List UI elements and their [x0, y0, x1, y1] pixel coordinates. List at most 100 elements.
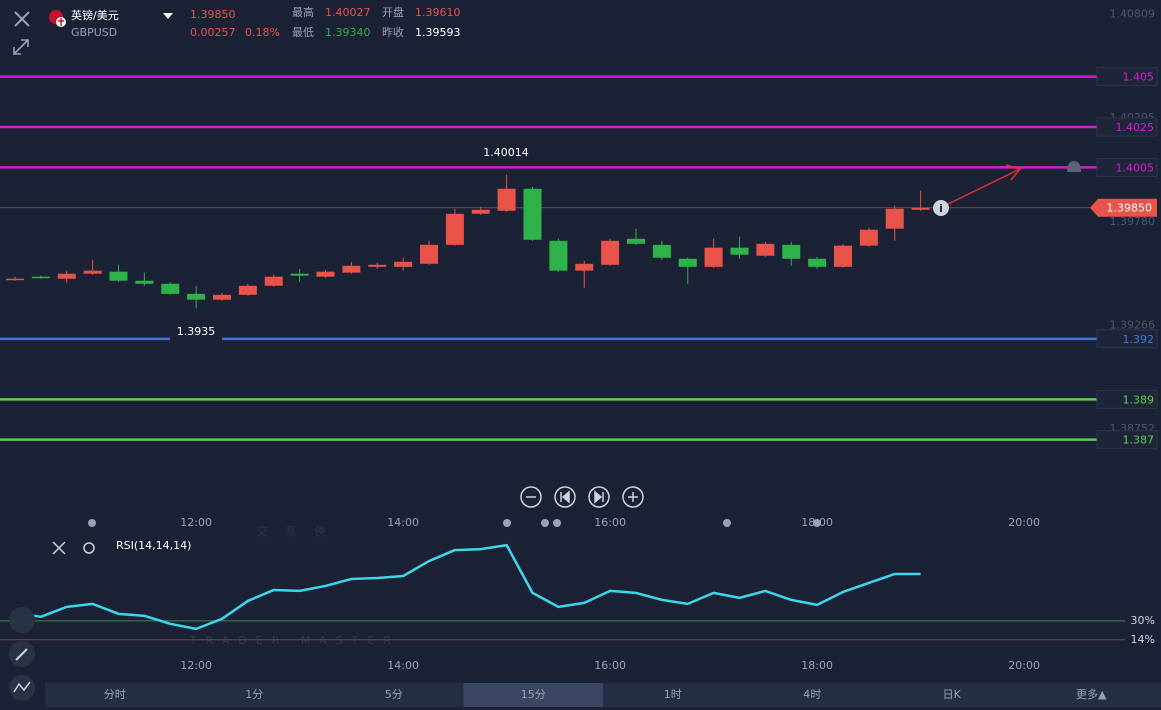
tabs: 分时 1分 5分 15分 1时 4时 日K 更多▲ [104, 683, 1107, 707]
candle-body [83, 270, 102, 274]
zoom-in[interactable] [622, 486, 644, 508]
x-tick-label: 20:00 [1008, 516, 1040, 529]
x-tick-label: 12:00 [180, 659, 212, 672]
x-tick-label: 20:00 [1008, 659, 1040, 672]
tab[interactable]: 1时 [664, 688, 682, 701]
candle-body [187, 293, 206, 300]
step-back[interactable] [554, 486, 576, 508]
level-label: 1.389 [1123, 393, 1155, 406]
candle-body [57, 273, 76, 279]
candle-body [808, 258, 827, 267]
event-dots [88, 519, 821, 527]
tab[interactable]: 4时 [803, 688, 821, 701]
prev-label: 昨收 [382, 25, 404, 39]
candle-body [109, 271, 128, 281]
close-button[interactable] [10, 7, 34, 31]
candle-body [523, 188, 542, 240]
last-price-box [1090, 198, 1157, 217]
candle-body [575, 263, 594, 271]
open-label: 开盘 [382, 5, 404, 19]
candle-body [497, 188, 516, 211]
level-label: 1.392 [1123, 333, 1155, 346]
rsi-tick-label: 14% [1131, 633, 1155, 646]
candle-body [290, 273, 309, 276]
candle-body [911, 207, 930, 210]
left-toolbar [9, 607, 35, 701]
candle-body [859, 229, 878, 246]
pair-dropdown[interactable] [163, 13, 173, 19]
tab-selected [463, 683, 603, 707]
candle-body [264, 276, 283, 286]
candle-body [549, 240, 568, 271]
y-tick-label: 1.39780 [1110, 215, 1156, 228]
change-pct: 0.18% [245, 26, 280, 39]
tab[interactable]: 5分 [385, 688, 403, 701]
candle-body [161, 283, 180, 294]
rsi-label: RSI(14,14,14) [116, 539, 191, 552]
candle-body [601, 240, 620, 265]
tab[interactable]: 1分 [245, 688, 263, 701]
x-tick-label: 16:00 [594, 659, 626, 672]
last-price-label: 1.39850 [1107, 202, 1153, 215]
candle-body [678, 258, 697, 267]
x-tick-label: 12:00 [180, 516, 212, 529]
tab[interactable]: 日K [943, 688, 962, 701]
prev-value: 1.39593 [415, 26, 461, 39]
tab[interactable]: 分时 [104, 688, 126, 701]
candle-body [342, 265, 361, 273]
candle-body [704, 247, 723, 267]
rsi-close[interactable] [52, 541, 66, 555]
price: 1.39850 [190, 8, 236, 21]
y-tick-label: 1.39266 [1110, 319, 1156, 332]
y-tick-label: 1.40809 [1110, 7, 1156, 20]
info-icon[interactable] [933, 200, 949, 216]
candle-body [368, 264, 387, 267]
high-label: 最高 [292, 5, 314, 19]
watermark-en: TRADER MASTER [189, 634, 400, 647]
tab[interactable]: 更多▲ [1076, 687, 1107, 701]
candle-body [6, 278, 24, 281]
open-value: 1.39610 [415, 6, 461, 19]
flag [49, 10, 66, 27]
zoom-out[interactable] [520, 486, 542, 508]
candle-body [135, 280, 154, 284]
x-tick-label: 18:00 [801, 659, 833, 672]
high-value: 1.40027 [325, 6, 371, 19]
expand-button[interactable] [13, 39, 29, 55]
level-label: 1.4005 [1116, 161, 1155, 174]
drawn-arrow[interactable] [941, 164, 1022, 208]
candle-body [756, 243, 775, 256]
candle-body [885, 208, 904, 229]
info-icon-glyph: i [939, 202, 943, 215]
low-label: 最低 [292, 26, 314, 39]
candle-body [420, 244, 438, 264]
candle-body [394, 261, 413, 267]
high-annotation: 1.40014 [483, 146, 529, 159]
tab[interactable]: 15分 [521, 688, 546, 701]
level-label-box [1096, 157, 1158, 177]
candle-body [730, 247, 749, 255]
candle-body [238, 285, 257, 295]
low-annotation: 1.3935 [177, 325, 216, 338]
low-value: 1.39340 [325, 26, 371, 39]
x-tick-label: 14:00 [387, 516, 419, 529]
rsi-settings[interactable] [83, 542, 95, 554]
candle-body [316, 271, 335, 277]
candle-body [445, 213, 464, 245]
plot: 1.408091.402951.397801.392661.387521.405… [0, 7, 1158, 672]
alert-bell[interactable] [1067, 161, 1081, 172]
level-label-box [1096, 389, 1158, 409]
level-label: 1.405 [1123, 71, 1155, 84]
step-forward[interactable] [588, 486, 610, 508]
watermark: 交易侠 [257, 524, 344, 538]
x-tick-label: 14:00 [387, 659, 419, 672]
candle-body [31, 276, 50, 279]
indicator-button[interactable] [9, 607, 35, 633]
candle-body [471, 209, 490, 214]
annotation-box [474, 142, 538, 164]
level-label-box [1096, 117, 1158, 137]
level-label-box [1096, 430, 1158, 450]
pair-name[interactable]: 英镑/美元 [71, 8, 119, 22]
